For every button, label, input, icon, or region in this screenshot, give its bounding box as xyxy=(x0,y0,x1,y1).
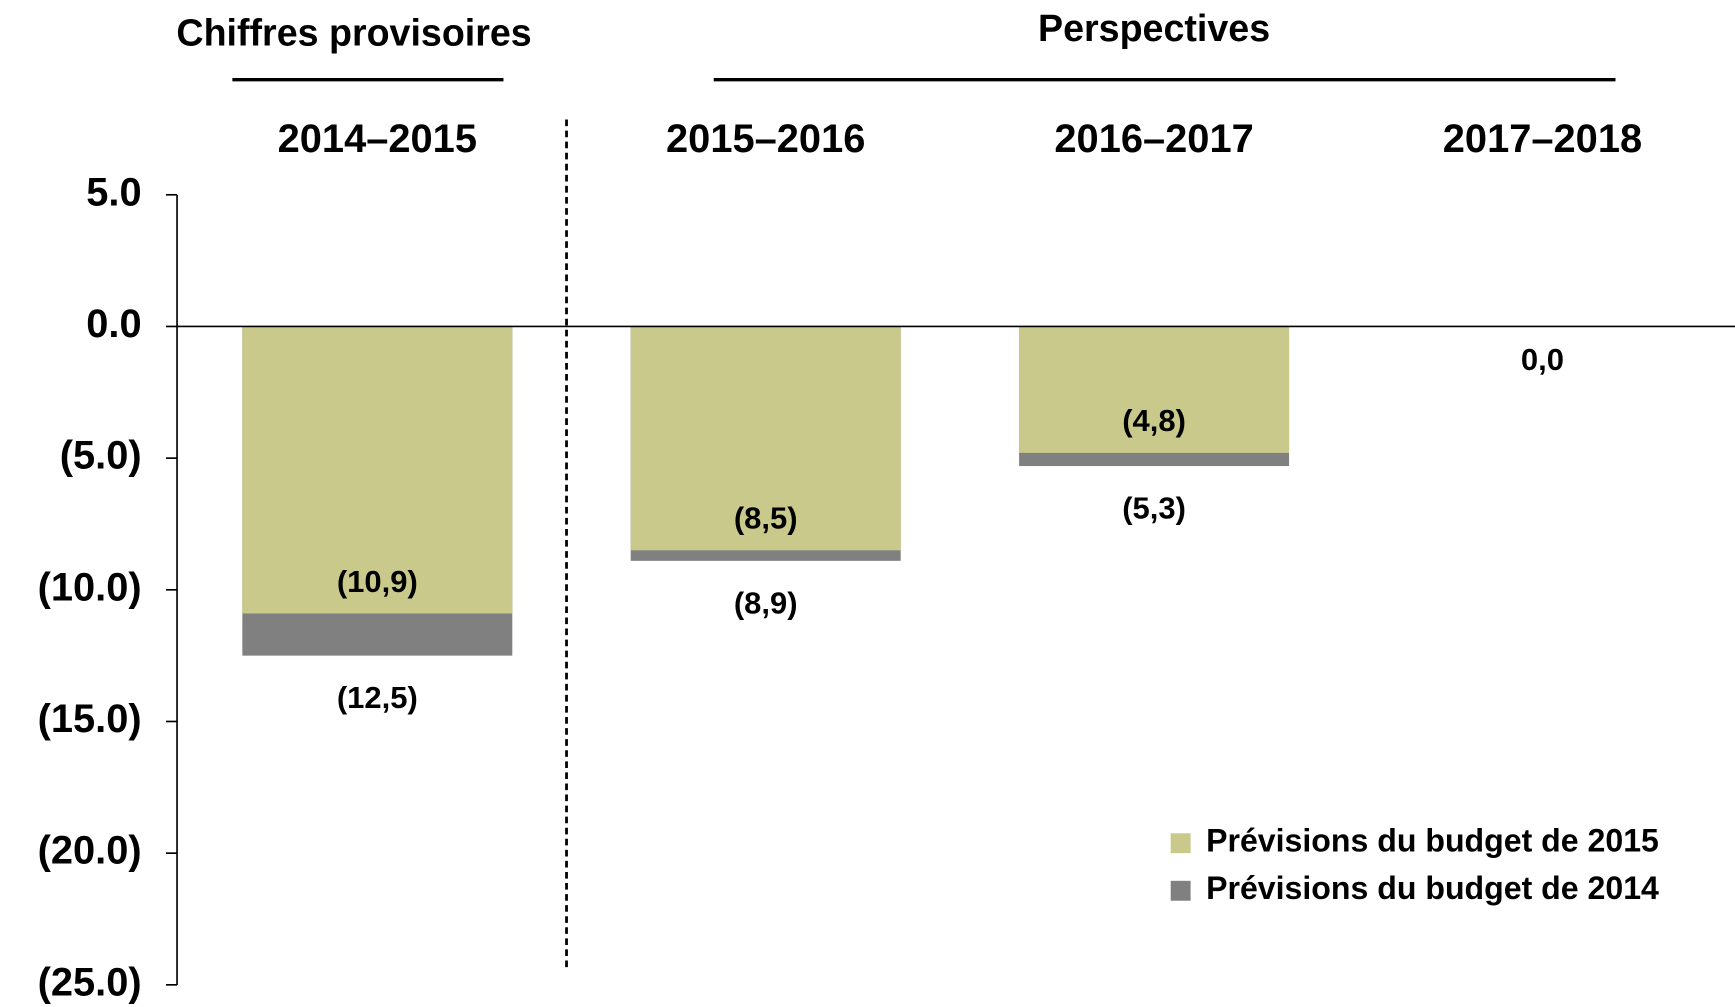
y-tick-label: (25.0) xyxy=(38,960,142,1004)
y-tick-label: (20.0) xyxy=(38,829,142,873)
data-label: (8,9) xyxy=(734,585,798,620)
bar xyxy=(630,326,901,551)
y-tick-label: (10.0) xyxy=(38,565,142,609)
data-label: (4,8) xyxy=(1122,403,1186,438)
data-label: (12,5) xyxy=(337,680,418,715)
bar xyxy=(1019,326,1290,453)
data-label: 0,0 xyxy=(1521,342,1564,377)
x-tick-label: 2016–2017 xyxy=(1054,117,1253,161)
legend-swatch xyxy=(1170,833,1191,854)
x-tick-label: 2017–2018 xyxy=(1443,117,1642,161)
data-label: (5,3) xyxy=(1122,490,1186,525)
y-tick-label: (15.0) xyxy=(38,697,142,741)
y-tick-label: 0.0 xyxy=(86,302,141,346)
x-tick-label: 2015–2016 xyxy=(666,117,865,161)
x-tick-label: 2014–2015 xyxy=(278,117,477,161)
legend-label: Prévisions du budget de 2014 xyxy=(1206,870,1659,906)
data-label: (10,9) xyxy=(337,564,418,599)
group-header: Perspectives xyxy=(1038,7,1270,49)
y-tick-label: (5.0) xyxy=(60,434,142,478)
group-header: Chiffres provisoires xyxy=(176,11,531,53)
y-tick-label: 5.0 xyxy=(86,170,141,214)
legend-label: Prévisions du budget de 2015 xyxy=(1206,823,1659,859)
bar xyxy=(242,326,513,614)
data-label: (8,5) xyxy=(734,501,798,536)
legend-swatch xyxy=(1170,880,1191,901)
